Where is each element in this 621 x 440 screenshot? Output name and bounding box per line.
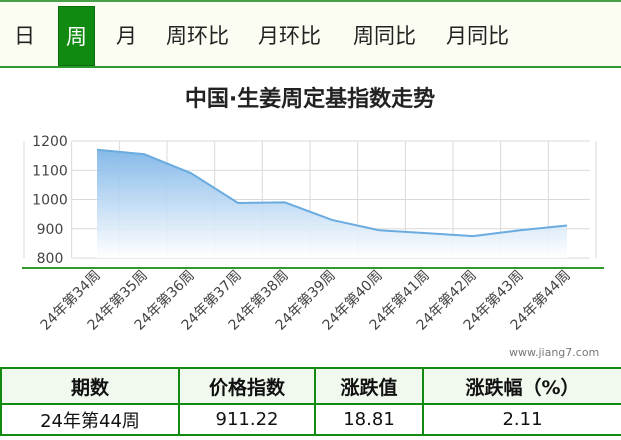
price-index-chart: 中国·生姜周定基指数走势 800 900 1000 1100 1200 24年第34周2… [22, 86, 604, 334]
tab-week-on-week[interactable]: 周环比 [166, 24, 229, 48]
table-row: 24年第44周 911.22 18.81 2.11 [0, 403, 621, 436]
header-change-value: 涨跌值 [314, 367, 424, 405]
area-fill [97, 149, 567, 258]
header-price-index: 价格指数 [178, 367, 316, 405]
cell-change-value: 18.81 [314, 403, 424, 436]
tab-week[interactable]: 周 [58, 6, 95, 66]
y-tick-label: 1000 [32, 193, 68, 209]
period-tab-bar: 日 周 月 周环比 月环比 周同比 月同比 [0, 0, 621, 68]
chart-area-series [96, 148, 568, 258]
y-tick-label: 800 [37, 251, 64, 267]
chart-title: 中国·生姜周定基指数走势 [185, 86, 435, 112]
header-period: 期数 [0, 367, 180, 405]
tab-day[interactable]: 日 [14, 24, 35, 48]
tab-week-year-on-year[interactable]: 周同比 [353, 24, 416, 48]
tab-bar-divider [0, 66, 621, 68]
cell-period: 24年第44周 [0, 403, 180, 436]
tab-month-on-month[interactable]: 月环比 [258, 24, 321, 48]
site-watermark: www.jiang7.com [509, 346, 600, 359]
x-axis-tick-labels: 24年第34周24年第35周24年第36周24年第37周24年第38周24年第3… [37, 267, 574, 334]
y-tick-label: 900 [37, 222, 64, 238]
cell-change-percent: 2.11 [422, 403, 621, 436]
summary-table: 期数 价格指数 涨跌值 涨跌幅（%） 24年第44周 911.22 18.81 … [0, 367, 621, 436]
summary-table-header-row: 期数 价格指数 涨跌值 涨跌幅（%） [0, 367, 621, 405]
y-tick-label: 1100 [32, 163, 68, 179]
tab-month-year-on-year[interactable]: 月同比 [446, 24, 509, 48]
cell-price-index: 911.22 [178, 403, 316, 436]
y-tick-label: 1200 [32, 134, 68, 150]
header-change-percent: 涨跌幅（%） [422, 367, 621, 405]
tab-month[interactable]: 月 [116, 24, 137, 48]
y-axis-tick-labels: 800 900 1000 1100 1200 [32, 134, 68, 267]
